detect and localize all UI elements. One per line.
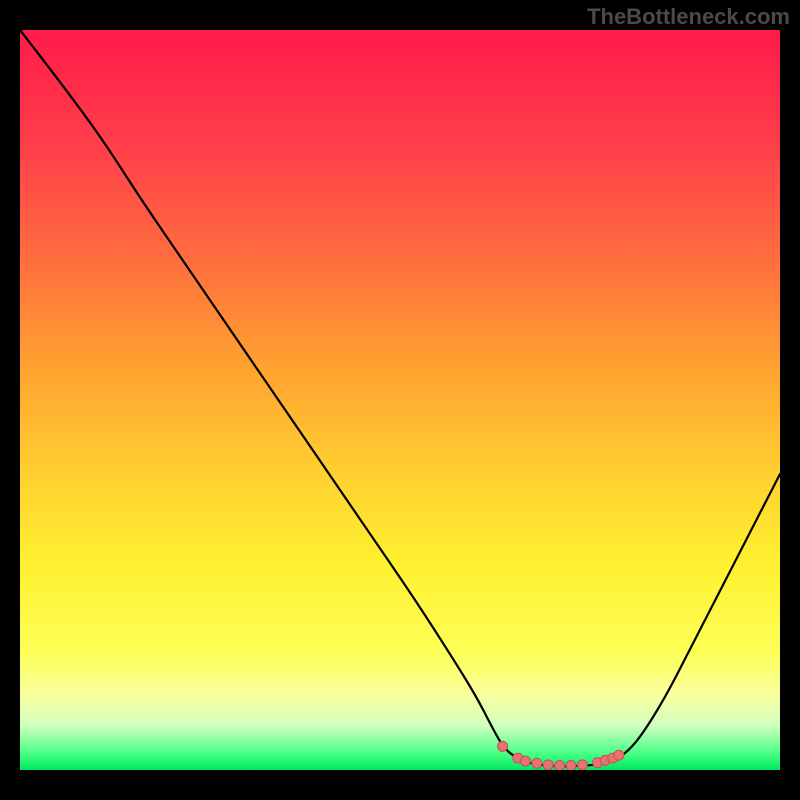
marker-point (577, 760, 587, 770)
curve-markers (498, 741, 624, 770)
bottleneck-curve (20, 30, 780, 766)
watermark-text: TheBottleneck.com (587, 4, 790, 30)
marker-point (532, 758, 542, 768)
marker-point (555, 761, 565, 770)
plot-area (20, 30, 780, 770)
marker-point (498, 741, 508, 751)
marker-point (520, 756, 530, 766)
marker-point (543, 760, 553, 770)
marker-point (566, 761, 576, 770)
chart-svg (20, 30, 780, 770)
marker-point (614, 750, 624, 760)
